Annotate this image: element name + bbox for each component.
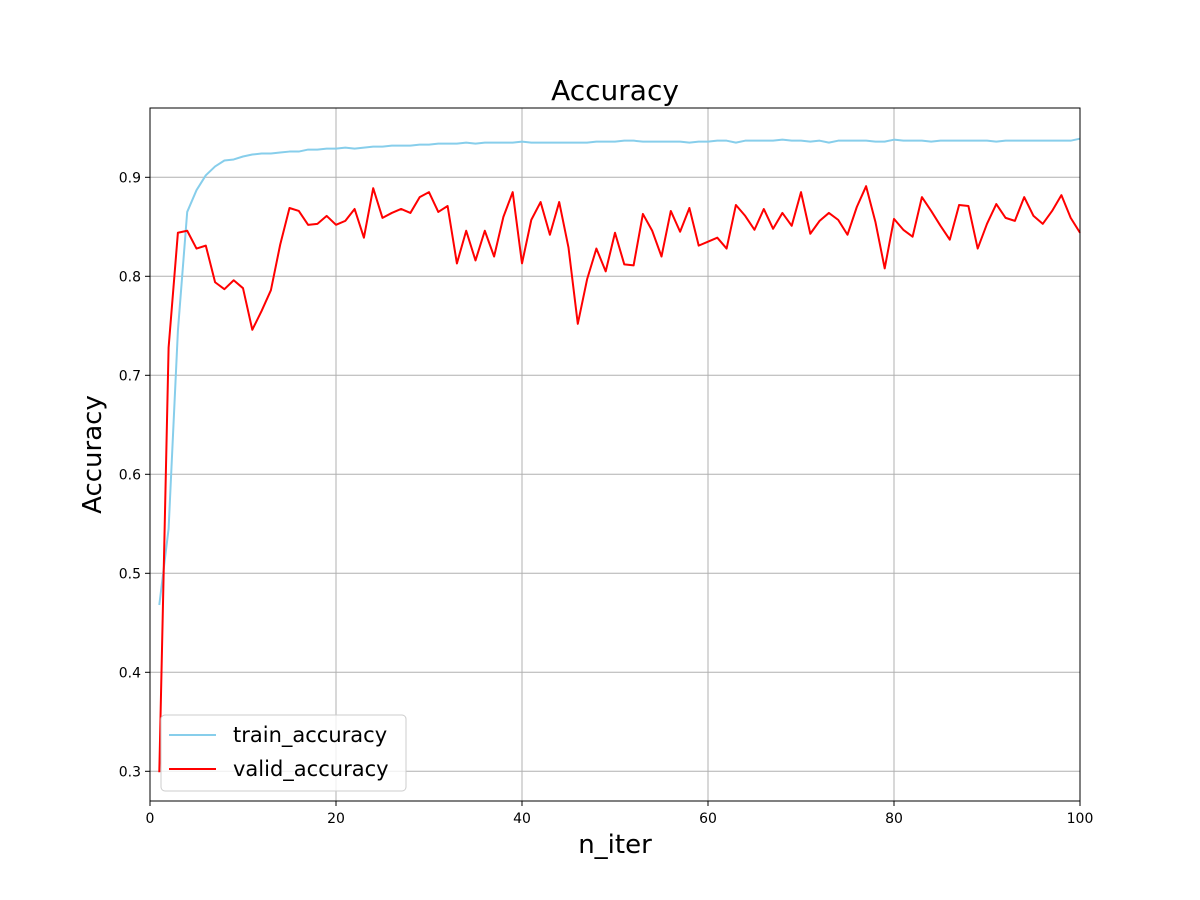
axis-ticks: 0 20 40 60 80 100 0.3 0.4 0.5 0.6 0.7 0.8 0.9 xyxy=(119,170,1094,827)
x-tick-label: 40 xyxy=(513,811,531,827)
y-tick-label: 0.4 xyxy=(119,665,141,681)
series-line-valid-accuracy xyxy=(158,185,1081,773)
x-tick-label: 100 xyxy=(1067,811,1094,827)
x-tick-label: 60 xyxy=(699,811,717,827)
y-tick-label: 0.9 xyxy=(119,170,141,186)
series-lines xyxy=(158,137,1081,773)
x-tick-label: 0 xyxy=(146,811,155,827)
x-tick-label: 20 xyxy=(327,811,345,827)
y-tick-label: 0.8 xyxy=(119,269,141,285)
series-line-train-accuracy xyxy=(158,137,1081,606)
legend-label-train-accuracy: train_accuracy xyxy=(233,723,387,748)
chart-title: Accuracy xyxy=(551,74,679,107)
y-axis-title: Accuracy xyxy=(78,395,108,514)
legend-box xyxy=(160,714,407,792)
y-tick-label: 0.6 xyxy=(119,467,141,483)
y-tick-label: 0.3 xyxy=(119,764,141,780)
y-tick-label: 0.5 xyxy=(119,566,141,582)
x-tick-label: 80 xyxy=(885,811,903,827)
y-tick-label: 0.7 xyxy=(119,368,141,384)
x-axis-title: n_iter xyxy=(578,830,652,860)
grid-lines xyxy=(150,108,1080,801)
legend: train_accuracy valid_accuracy xyxy=(160,714,407,792)
legend-label-valid-accuracy: valid_accuracy xyxy=(233,757,389,782)
plot-area-frame xyxy=(149,107,1081,802)
